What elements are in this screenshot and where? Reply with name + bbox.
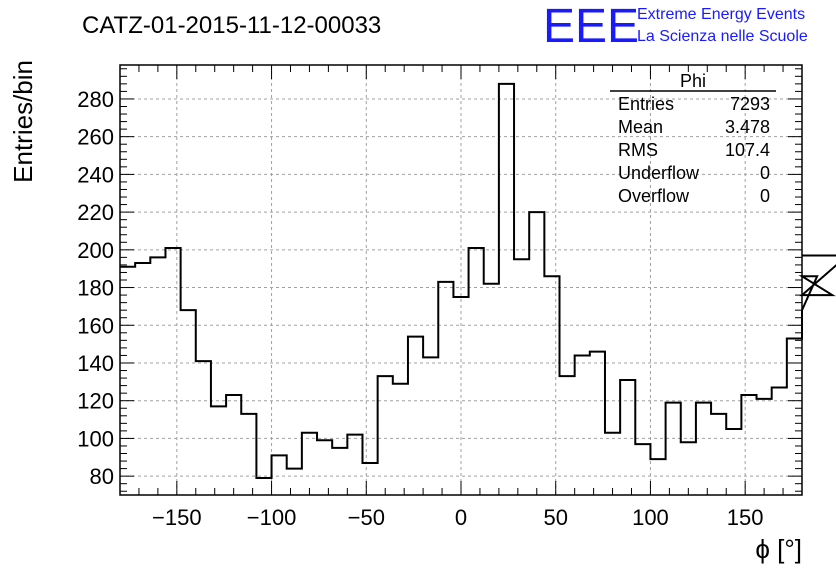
histogram-bin <box>514 259 529 495</box>
histogram-bin <box>408 337 423 495</box>
histogram-bin <box>211 406 226 495</box>
histogram-bin <box>666 403 681 495</box>
y-tick-label: 100 <box>77 426 114 451</box>
histogram-bin <box>302 433 317 495</box>
y-tick-label: 120 <box>77 389 114 414</box>
histogram-bin <box>453 297 468 495</box>
stats-label-rms: RMS <box>618 140 658 160</box>
histogram-bin <box>332 448 347 495</box>
histogram-bin <box>393 384 408 495</box>
y-tick-label: 140 <box>77 351 114 376</box>
stats-value-rms: 107.4 <box>725 140 770 160</box>
stats-label-overflow: Overflow <box>618 186 690 206</box>
stats-label-mean: Mean <box>618 117 663 137</box>
y-tick-label: 200 <box>77 238 114 263</box>
stats-value-mean: 3.478 <box>725 117 770 137</box>
eee-logo-mark: EEE <box>543 0 639 53</box>
histogram-bin <box>165 248 180 495</box>
histogram-bin <box>787 338 802 495</box>
histogram-bin <box>347 435 362 495</box>
histogram-bin <box>560 376 575 495</box>
x-tick-label: 50 <box>543 505 567 530</box>
chart-title: CATZ-01-2015-11-12-00033 <box>82 12 381 39</box>
histogram-bin <box>620 380 635 495</box>
histogram-bin <box>711 414 726 495</box>
histogram-bin <box>272 455 287 495</box>
histogram-bin <box>544 276 559 495</box>
histogram-bin <box>529 212 544 495</box>
histogram-bin <box>499 84 514 495</box>
histogram-bin <box>196 361 211 495</box>
stats-title: Phi <box>680 71 706 91</box>
histogram-bin <box>741 395 756 495</box>
x-tick-label: 150 <box>727 505 764 530</box>
x-tick-label: −150 <box>152 505 202 530</box>
histogram-bin <box>469 248 484 495</box>
histogram-bin <box>635 444 650 495</box>
histogram-bin <box>650 459 665 495</box>
histogram-series <box>120 82 836 496</box>
histogram-bin <box>317 440 332 495</box>
axis-ticks <box>119 65 803 495</box>
histogram-bin <box>605 433 620 495</box>
histogram-bin <box>362 463 377 495</box>
tick-labels: −150 −100 −50 0 50 100 150 80 100 120 140 160 180 200… <box>77 87 763 530</box>
histogram-bin <box>181 310 196 495</box>
histogram-bin <box>438 282 453 495</box>
x-axis-label: ϕ [°] <box>755 534 802 564</box>
stats-box: Phi Entries 7293 Mean 3.478 RMS 107.4 Un… <box>610 71 776 206</box>
y-tick-label: 220 <box>77 200 114 225</box>
y-tick-label: 160 <box>77 313 114 338</box>
y-axis-label: Entries/bin <box>8 60 38 183</box>
x-tick-label: −50 <box>348 505 385 530</box>
y-tick-label: 180 <box>77 276 114 301</box>
histogram-bin <box>590 352 605 495</box>
stats-label-entries: Entries <box>618 94 674 114</box>
y-tick-label: 240 <box>77 162 114 187</box>
histogram-bin <box>423 357 438 495</box>
histogram-bin <box>256 478 271 495</box>
histogram-bin <box>681 442 696 495</box>
x-tick-label: −100 <box>247 505 297 530</box>
histogram-bin <box>378 376 393 495</box>
histogram-bin <box>696 403 711 495</box>
histogram-bin <box>726 429 741 495</box>
histogram-bin <box>287 469 302 495</box>
histogram-bin <box>757 399 772 495</box>
histogram-bin <box>772 388 787 496</box>
logo-line-1: Extreme Energy Events <box>637 6 805 23</box>
stats-value-overflow: 0 <box>760 186 770 206</box>
stats-label-underflow: Underflow <box>618 163 700 183</box>
y-tick-label: 80 <box>90 464 114 489</box>
x-tick-label: 100 <box>632 505 669 530</box>
stats-value-underflow: 0 <box>760 163 770 183</box>
logo-line-2: La Scienza nelle Scuole <box>637 28 808 45</box>
histogram-bin <box>484 284 499 495</box>
histogram-line <box>120 82 836 480</box>
histogram-bin <box>150 257 165 495</box>
histogram-bin <box>241 414 256 495</box>
stats-value-entries: 7293 <box>730 94 770 114</box>
y-tick-label: 280 <box>77 87 114 112</box>
y-tick-label: 260 <box>77 125 114 150</box>
x-tick-label: 0 <box>455 505 467 530</box>
histogram-bin <box>135 263 150 495</box>
histogram-bin <box>226 395 241 495</box>
histogram-bin <box>575 355 590 495</box>
